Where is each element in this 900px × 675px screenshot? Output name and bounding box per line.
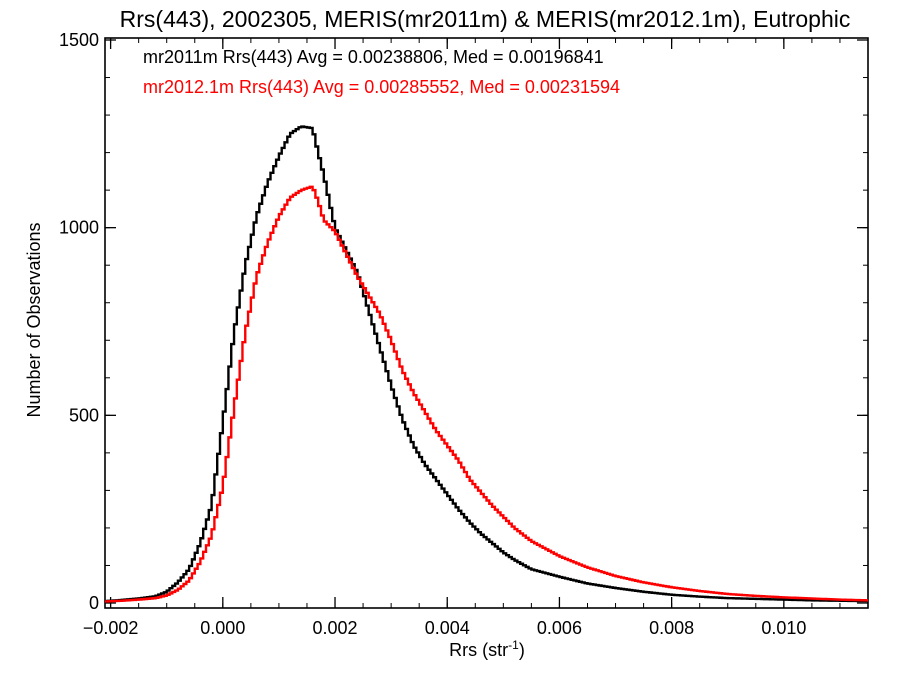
y-tick-label: 500	[69, 405, 99, 425]
x-axis-label-main: Rrs (str	[449, 640, 508, 660]
x-tick-label: 0.010	[761, 618, 806, 638]
x-tick-label: 0.002	[312, 618, 357, 638]
y-tick-label: 1500	[59, 30, 99, 50]
y-tick-label: 1000	[59, 218, 99, 238]
series-layer	[105, 125, 868, 603]
series-annotation: mr2011m Rrs(443) Avg = 0.00238806, Med =…	[143, 47, 604, 67]
plot-frame	[104, 37, 869, 609]
x-tick-label: 0.008	[649, 618, 694, 638]
plot-frame-box	[104, 37, 869, 609]
annotations: mr2011m Rrs(443) Avg = 0.00238806, Med =…	[143, 47, 620, 97]
x-axis-label-close: )	[519, 640, 525, 660]
series-annotation: mr2012.1m Rrs(443) Avg = 0.00285552, Med…	[143, 77, 620, 97]
histogram-series-mr2012.1m	[105, 185, 868, 603]
x-axis-label-superscript: -1	[508, 638, 519, 652]
chart-title: Rrs(443), 2002305, MERIS(mr2011m) & MERI…	[120, 6, 851, 32]
x-tick-label: −0.002	[83, 618, 139, 638]
x-axis-label: Rrs (str-1)	[449, 638, 525, 660]
x-tick-label: 0.006	[537, 618, 582, 638]
tick-labels: −0.002 0.000 0.002 0.004 0.006 0.008 0.010 0 500…	[59, 30, 806, 638]
axis-ticks	[105, 38, 868, 608]
histogram-series-mr2011m	[105, 125, 868, 603]
x-tick-label: 0.004	[425, 618, 470, 638]
y-tick-label: 0	[89, 593, 99, 613]
x-tick-label: 0.000	[200, 618, 245, 638]
y-axis-label: Number of Observations	[24, 222, 44, 417]
